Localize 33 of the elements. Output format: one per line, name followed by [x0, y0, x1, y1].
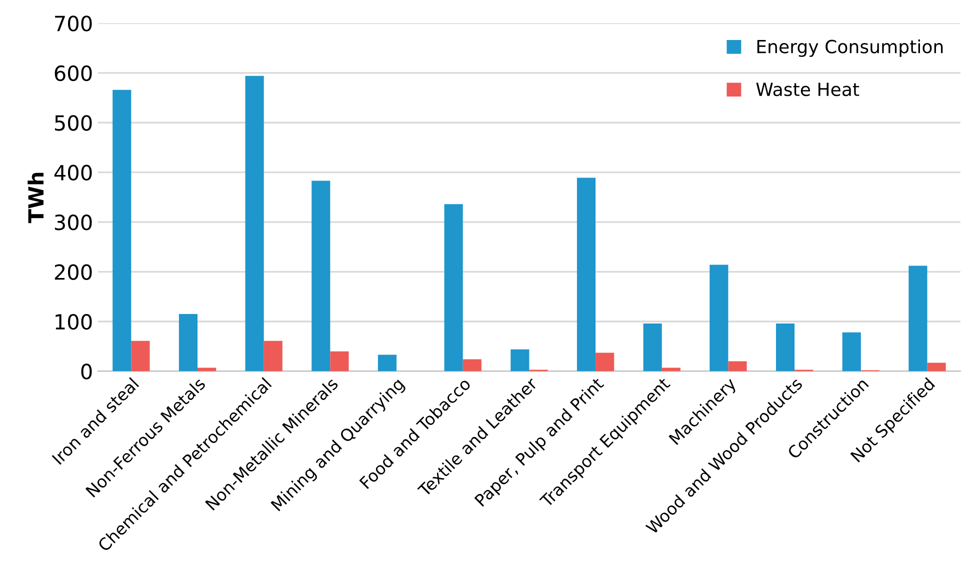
- bar: [908, 266, 928, 372]
- bar: [662, 368, 680, 372]
- bar: [842, 332, 861, 372]
- bar: [112, 90, 132, 372]
- bar: [198, 368, 216, 372]
- bar: [378, 354, 397, 372]
- bar: [131, 340, 150, 372]
- y-tick-label: 0: [81, 364, 92, 380]
- y-tick-label: 500: [54, 115, 92, 131]
- bar: [643, 323, 662, 372]
- y-tick-label: 300: [54, 214, 92, 230]
- bar: [330, 351, 349, 372]
- bar: [710, 264, 728, 372]
- y-tick-label: 100: [56, 314, 92, 330]
- bar: [776, 323, 795, 372]
- legend-label: Energy Consumption: [757, 39, 943, 57]
- bar: [927, 362, 946, 372]
- bar: [576, 178, 596, 372]
- bar: [462, 359, 482, 372]
- bar: [596, 352, 614, 372]
- bar: [264, 340, 282, 372]
- bar: [178, 314, 198, 372]
- y-axis-title: TWh: [28, 172, 44, 224]
- legend-label: Waste Heat: [756, 82, 860, 96]
- bar: [728, 361, 747, 372]
- bar: [312, 180, 330, 372]
- bar: [245, 76, 264, 372]
- bar: [510, 349, 530, 372]
- bar: [444, 204, 463, 372]
- y-tick-label: 600: [54, 65, 92, 82]
- y-tick-label: 700: [55, 16, 92, 32]
- y-tick-label: 400: [54, 164, 92, 181]
- y-tick-label: 200: [54, 264, 92, 280]
